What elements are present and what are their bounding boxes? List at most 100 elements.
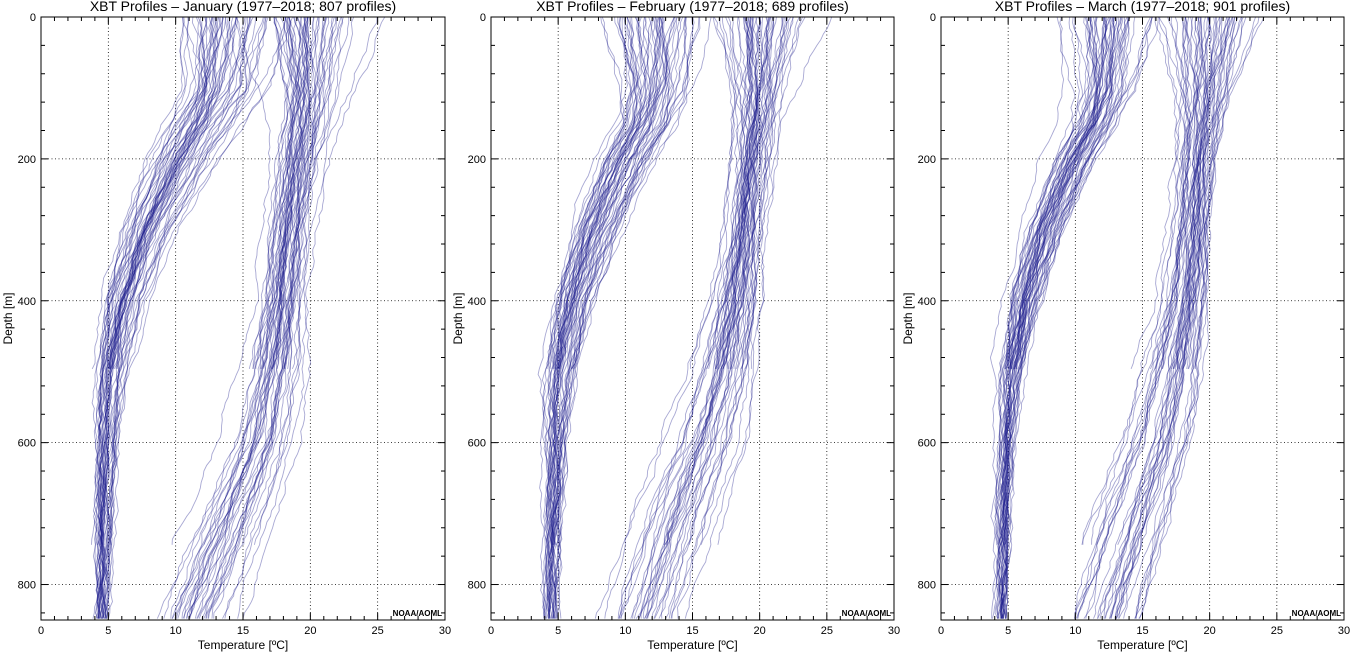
profile-line [98, 17, 224, 619]
profile-line [619, 17, 754, 619]
profile-line [557, 17, 675, 370]
profile-line [259, 17, 296, 370]
profile-line [560, 17, 677, 370]
profile-line [252, 17, 288, 370]
profile-line [999, 17, 1131, 619]
profile-line [994, 17, 1100, 619]
profile-line [689, 17, 736, 369]
profile-line [995, 17, 1128, 619]
profile-line [1001, 17, 1130, 619]
y-tick-label: 0 [480, 12, 486, 24]
profile-line [116, 17, 264, 369]
y-tick-label: 600 [18, 438, 36, 450]
profile-line [658, 17, 767, 619]
profile-line [1004, 17, 1124, 619]
profile-line [543, 17, 646, 619]
profile-line [271, 17, 303, 370]
profile-line [750, 17, 777, 369]
profile-line [188, 17, 304, 619]
profile-line [549, 17, 636, 369]
profile-line [109, 17, 287, 545]
profile-line [97, 17, 216, 619]
profile-line [95, 17, 225, 619]
y-tick-label: 200 [918, 154, 936, 166]
profile-line [713, 17, 772, 369]
profile-line [722, 17, 759, 370]
profile-line [999, 17, 1101, 619]
profile-line [555, 17, 689, 619]
profile-line [291, 17, 327, 370]
profile-line [556, 17, 640, 370]
profile-line [594, 17, 742, 619]
profile-line [213, 17, 342, 619]
profile-line [186, 17, 300, 619]
profile-line [542, 17, 632, 619]
profile-line [604, 17, 753, 619]
profile-line [108, 17, 287, 619]
profile-line [101, 17, 232, 619]
profile-line [548, 17, 659, 619]
profile-line [96, 17, 197, 619]
profiles-group [989, 17, 1265, 619]
profile-line [104, 17, 252, 619]
profile-line [1091, 17, 1190, 545]
panel-3: 0 5 10 15 20 25 30 0 200 400 600 800 XBT Profiles – … [901, 0, 1350, 652]
profile-line [94, 17, 224, 545]
y-tick-label: 400 [918, 296, 936, 308]
profile-line [1114, 17, 1221, 619]
profile-line [546, 17, 653, 619]
profile-line [1118, 17, 1242, 619]
x-tick-label: 15 [686, 625, 698, 637]
profile-line [1002, 17, 1115, 619]
profile-line [171, 17, 315, 619]
profiles-group [537, 17, 833, 619]
profile-line [112, 17, 219, 369]
chart-title: XBT Profiles – February (1977–2018; 689 … [536, 0, 849, 14]
profile-line [665, 17, 759, 545]
y-axis-label: Depth [m] [451, 292, 465, 344]
y-tick-label: 800 [18, 580, 36, 592]
profile-line [1013, 17, 1124, 370]
profile-line [620, 17, 751, 619]
profile-line [632, 17, 754, 619]
profile-line [1155, 17, 1210, 370]
profile-line [720, 17, 756, 370]
profile-line [1005, 17, 1108, 370]
profile-line [1015, 17, 1116, 369]
profile-line [1134, 17, 1223, 619]
x-tick-label: 30 [439, 625, 451, 637]
profile-line [1003, 17, 1136, 545]
profile-line [99, 17, 247, 619]
profile-line [537, 17, 629, 619]
profile-line [998, 17, 1113, 619]
profile-line [96, 17, 200, 619]
x-tick-label: 5 [105, 625, 111, 637]
profile-line [670, 17, 774, 619]
x-tick-label: 25 [1271, 625, 1283, 637]
profile-line [635, 17, 752, 619]
profile-line [994, 17, 1110, 619]
profile-line [550, 17, 649, 545]
profile-line [1081, 17, 1188, 545]
profile-line [112, 17, 218, 369]
profile-line [104, 17, 242, 619]
profile-line [1013, 17, 1108, 370]
profile-line [684, 17, 794, 619]
profile-line [1007, 17, 1093, 369]
profile-line [1075, 17, 1211, 619]
profile-line [108, 17, 214, 369]
profile-line [630, 17, 750, 619]
profile-line [553, 17, 701, 619]
profile-line [618, 17, 752, 619]
profile-line [736, 17, 803, 370]
panel-2: 0 5 10 15 20 25 30 0 200 400 600 800 XBT Profiles – … [451, 0, 900, 652]
profile-line [1123, 17, 1236, 619]
profile-line [97, 17, 206, 619]
profile-line [633, 17, 777, 619]
credit-label: NOAA/AOML [393, 609, 442, 618]
x-tick-label: 5 [1005, 625, 1011, 637]
profile-line [557, 17, 695, 619]
profile-line [270, 17, 309, 370]
profile-line [287, 17, 350, 369]
profile-line [1000, 17, 1118, 619]
